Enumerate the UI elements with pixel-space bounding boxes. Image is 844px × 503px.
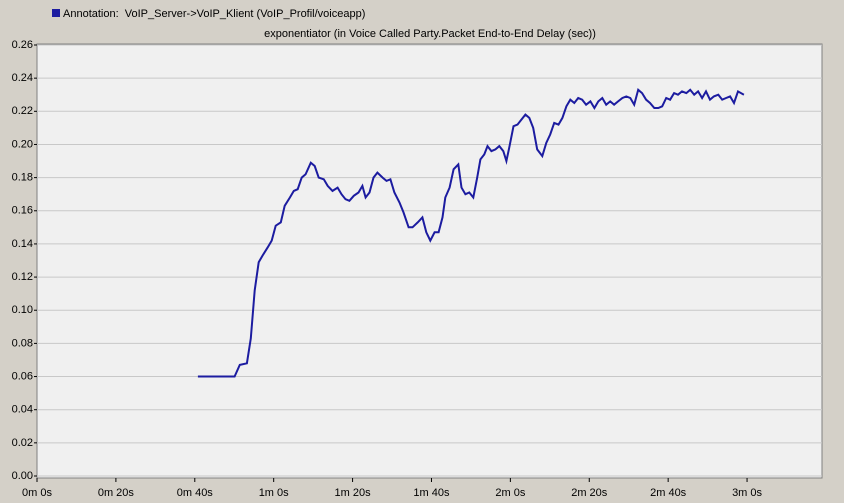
plot-area — [36, 43, 823, 479]
y-tick-label: 0.08 — [12, 337, 33, 349]
legend-swatch — [52, 9, 60, 17]
y-tick-label: 0.14 — [12, 238, 33, 250]
y-tick-label: 0.18 — [12, 172, 33, 184]
x-tick-label: 2m 0s — [495, 487, 525, 499]
x-tick-label: 3m 0s — [732, 487, 762, 499]
line — [197, 88, 745, 378]
x-tick-label: 0m 0s — [22, 487, 52, 499]
x-tick-label: 1m 0s — [259, 487, 289, 499]
y-tick-label: 0.22 — [12, 105, 33, 117]
x-tick-label: 2m 20s — [571, 487, 608, 499]
x-tick-label: 0m 40s — [177, 487, 214, 499]
y-tick-label: 0.00 — [12, 470, 33, 482]
x-tick-label: 1m 40s — [413, 487, 450, 499]
y-tick-label: 0.24 — [12, 72, 33, 84]
y-tick-label: 0.20 — [12, 138, 33, 150]
y-tick-label: 0.06 — [12, 370, 33, 382]
y-tick-label: 0.26 — [12, 39, 33, 51]
x-tick-label: 2m 40s — [650, 487, 687, 499]
legend-label: Annotation: VoIP_Server->VoIP_Klient (Vo… — [63, 8, 365, 20]
chart-title: exponentiator (in Voice Called Party.Pac… — [264, 28, 596, 40]
y-tick-label: 0.10 — [12, 304, 33, 316]
x-tick-label: 0m 20s — [98, 487, 135, 499]
y-tick-label: 0.02 — [12, 437, 33, 449]
x-tick-label: 1m 20s — [335, 487, 372, 499]
y-tick-label: 0.16 — [12, 205, 33, 217]
y-tick-label: 0.12 — [12, 271, 33, 283]
y-tick-label: 0.04 — [12, 404, 33, 416]
